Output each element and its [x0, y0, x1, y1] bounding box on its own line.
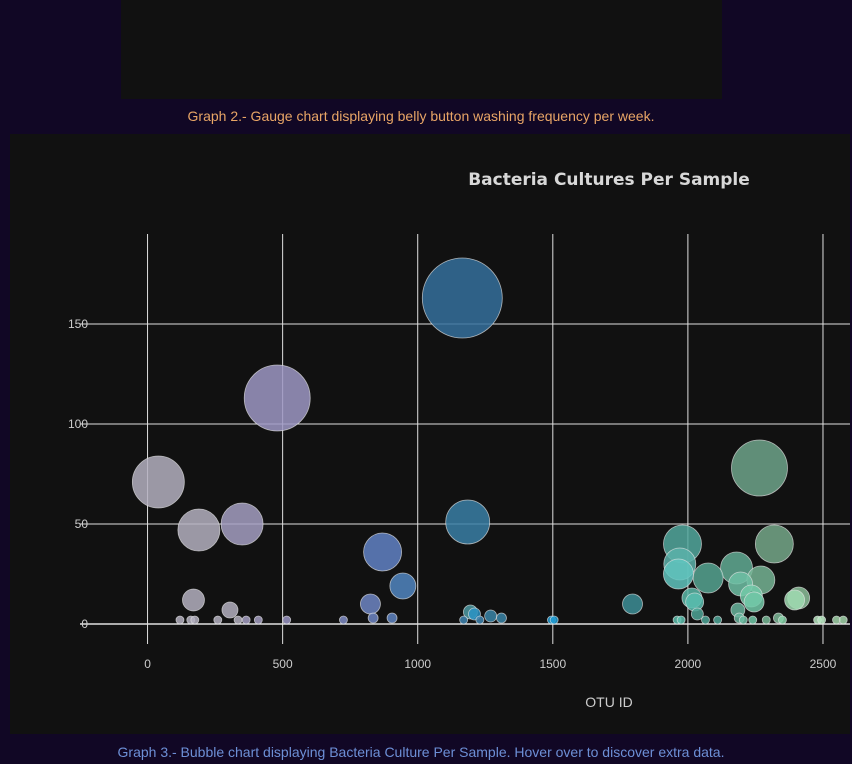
- bubble-point[interactable]: [713, 615, 723, 625]
- bubble-point[interactable]: [731, 439, 788, 497]
- bubble-point[interactable]: [761, 615, 771, 625]
- x-tick-label: 1500: [539, 657, 566, 671]
- bubble-point[interactable]: [743, 591, 765, 613]
- y-tick-label: 100: [68, 417, 88, 431]
- gauge-chart-caption: Graph 2.- Gauge chart displaying belly b…: [187, 108, 655, 124]
- bubble-point[interactable]: [253, 615, 263, 625]
- bubble-point[interactable]: [738, 615, 748, 625]
- bubble-chart: 0 500 1000 1500 2000 2500 0 50 100 150 Bacteria C…: [68, 170, 850, 710]
- bubble-point[interactable]: [445, 499, 491, 545]
- bubble-point[interactable]: [690, 607, 704, 621]
- axis-label-layer: 0 500 1000 1500 2000 2500 0 50 100 150: [68, 317, 837, 671]
- bubble-point[interactable]: [701, 615, 710, 625]
- bubble-point[interactable]: [622, 593, 643, 615]
- bubble-point[interactable]: [282, 615, 292, 625]
- bubble-point[interactable]: [549, 615, 559, 625]
- x-tick-label: 0: [144, 657, 151, 671]
- y-tick-label: 50: [75, 517, 89, 531]
- bubble-point[interactable]: [496, 612, 507, 624]
- bubble-point[interactable]: [363, 532, 402, 572]
- bubble-point[interactable]: [241, 615, 251, 625]
- x-tick-label: 1000: [404, 657, 431, 671]
- bubble-point[interactable]: [131, 455, 185, 509]
- bubble-chart-panel: 0 500 1000 1500 2000 2500 0 50 100 150 Bacteria C…: [10, 134, 850, 734]
- bubble-point[interactable]: [367, 612, 379, 624]
- bubble-point[interactable]: [175, 615, 185, 625]
- bubble-point[interactable]: [838, 615, 848, 625]
- chart-title: Bacteria Cultures Per Sample: [468, 170, 750, 190]
- bubble-point[interactable]: [389, 572, 417, 600]
- bubble-point[interactable]: [221, 601, 239, 619]
- bubble-point[interactable]: [421, 257, 503, 339]
- bubble-point[interactable]: [190, 615, 200, 625]
- bubble-point[interactable]: [663, 558, 694, 590]
- y-tick-label: 150: [68, 317, 88, 331]
- bubble-point[interactable]: [243, 364, 311, 432]
- bubble-point[interactable]: [213, 615, 223, 625]
- bubble-point[interactable]: [692, 562, 724, 594]
- bubble-point[interactable]: [475, 615, 485, 625]
- x-tick-label: 500: [273, 657, 293, 671]
- bubble-point[interactable]: [339, 615, 348, 625]
- bubble-point[interactable]: [784, 589, 806, 611]
- bubble-point[interactable]: [754, 524, 794, 564]
- x-axis-title: OTU ID: [585, 694, 632, 710]
- bubble-layer: [131, 257, 848, 625]
- bubble-point[interactable]: [459, 615, 469, 625]
- bubble-point[interactable]: [177, 508, 221, 552]
- bubble-point[interactable]: [220, 502, 264, 546]
- bubble-point[interactable]: [484, 609, 498, 623]
- y-tick-label: 0: [81, 617, 88, 631]
- bubble-point[interactable]: [748, 615, 758, 625]
- gauge-chart-panel: [121, 0, 722, 99]
- bubble-point[interactable]: [817, 615, 827, 625]
- bubble-point[interactable]: [182, 588, 205, 612]
- bubble-point[interactable]: [386, 612, 398, 624]
- bubble-point[interactable]: [360, 593, 381, 615]
- bubble-chart-caption: Graph 3.- Bubble chart displaying Bacter…: [117, 744, 725, 760]
- bubble-point[interactable]: [778, 615, 787, 625]
- bubble-point[interactable]: [676, 615, 686, 625]
- x-tick-label: 2000: [675, 657, 702, 671]
- x-tick-label: 2500: [810, 657, 837, 671]
- bubble-point[interactable]: [233, 615, 243, 625]
